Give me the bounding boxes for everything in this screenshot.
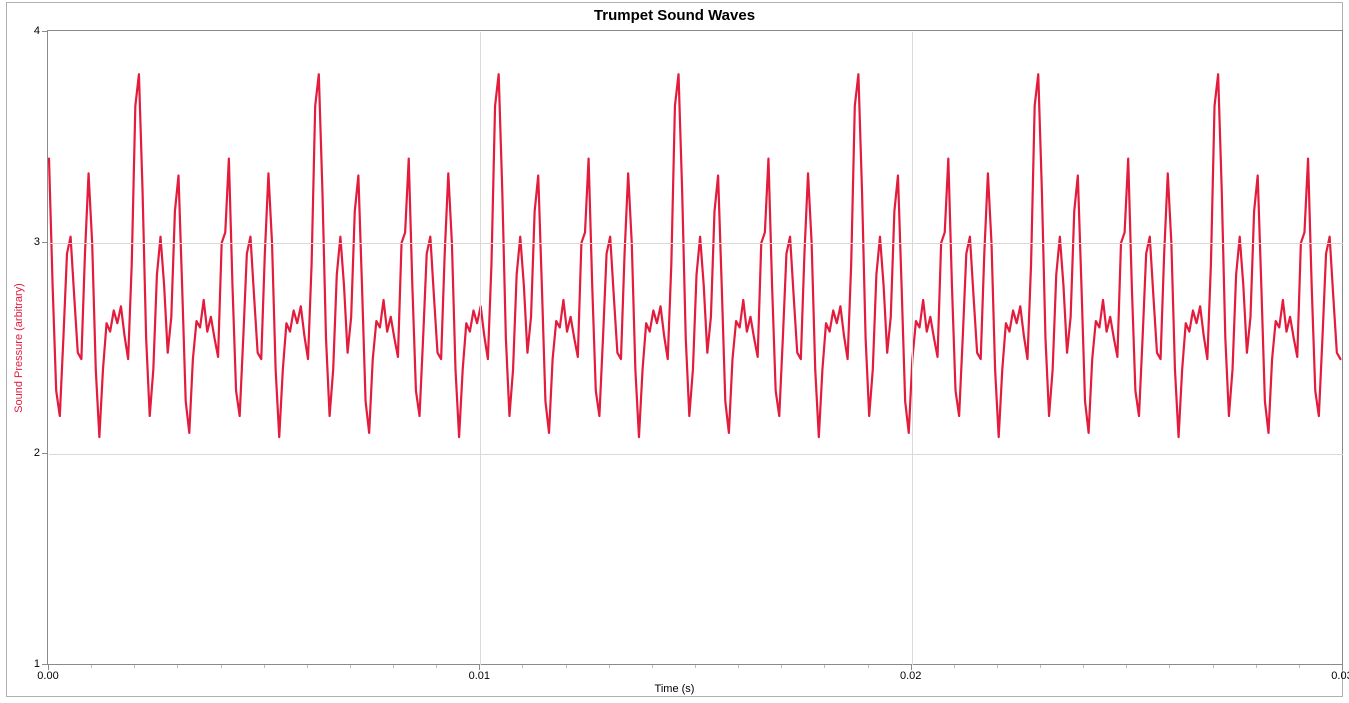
- x-tick-label: 0.00: [37, 670, 58, 682]
- x-tick-label: 0.03: [1331, 670, 1349, 682]
- x-tick-minor: [868, 665, 869, 668]
- x-tick-minor: [781, 665, 782, 668]
- y-tick-label: 2: [25, 447, 40, 459]
- x-tick-minor: [738, 665, 739, 668]
- x-tick-minor: [350, 665, 351, 668]
- y-tick: [42, 242, 47, 243]
- x-tick-minor: [393, 665, 394, 668]
- x-tick-minor: [652, 665, 653, 668]
- gridline-v: [480, 32, 481, 665]
- x-tick-minor: [695, 665, 696, 668]
- y-tick-label: 1: [25, 658, 40, 670]
- x-tick-minor: [1083, 665, 1084, 668]
- x-tick-minor: [1126, 665, 1127, 668]
- x-tick-minor: [1299, 665, 1300, 668]
- x-tick-minor: [1169, 665, 1170, 668]
- waveform-line: [48, 31, 1344, 666]
- gridline-h: [49, 454, 1343, 455]
- x-tick-minor: [134, 665, 135, 668]
- x-tick-minor: [522, 665, 523, 668]
- x-tick-minor: [824, 665, 825, 668]
- y-tick: [42, 664, 47, 665]
- sound-pressure-series: [49, 74, 1340, 437]
- y-axis-label: Sound Pressure (arbitrary): [13, 268, 25, 428]
- x-tick-minor: [221, 665, 222, 668]
- x-axis-label: Time (s): [7, 683, 1342, 695]
- chart-title: Trumpet Sound Waves: [7, 7, 1342, 24]
- gridline-h: [49, 243, 1343, 244]
- x-tick-minor: [954, 665, 955, 668]
- x-tick-minor: [609, 665, 610, 668]
- x-tick-minor: [1213, 665, 1214, 668]
- plot-area: [47, 30, 1343, 665]
- y-tick-label: 3: [25, 236, 40, 248]
- x-tick-minor: [264, 665, 265, 668]
- x-tick-minor: [566, 665, 567, 668]
- x-tick-minor: [177, 665, 178, 668]
- x-tick-minor: [997, 665, 998, 668]
- y-tick-label: 4: [25, 25, 40, 37]
- x-tick-label: 0.01: [469, 670, 490, 682]
- x-tick-label: 0.02: [900, 670, 921, 682]
- x-tick-minor: [307, 665, 308, 668]
- y-tick: [42, 453, 47, 454]
- x-tick-minor: [1040, 665, 1041, 668]
- y-tick: [42, 31, 47, 32]
- x-tick-minor: [436, 665, 437, 668]
- x-tick-minor: [1256, 665, 1257, 668]
- gridline-v: [912, 32, 913, 665]
- x-tick-minor: [91, 665, 92, 668]
- chart-frame: Trumpet Sound Waves Time (s) Sound Press…: [6, 2, 1343, 697]
